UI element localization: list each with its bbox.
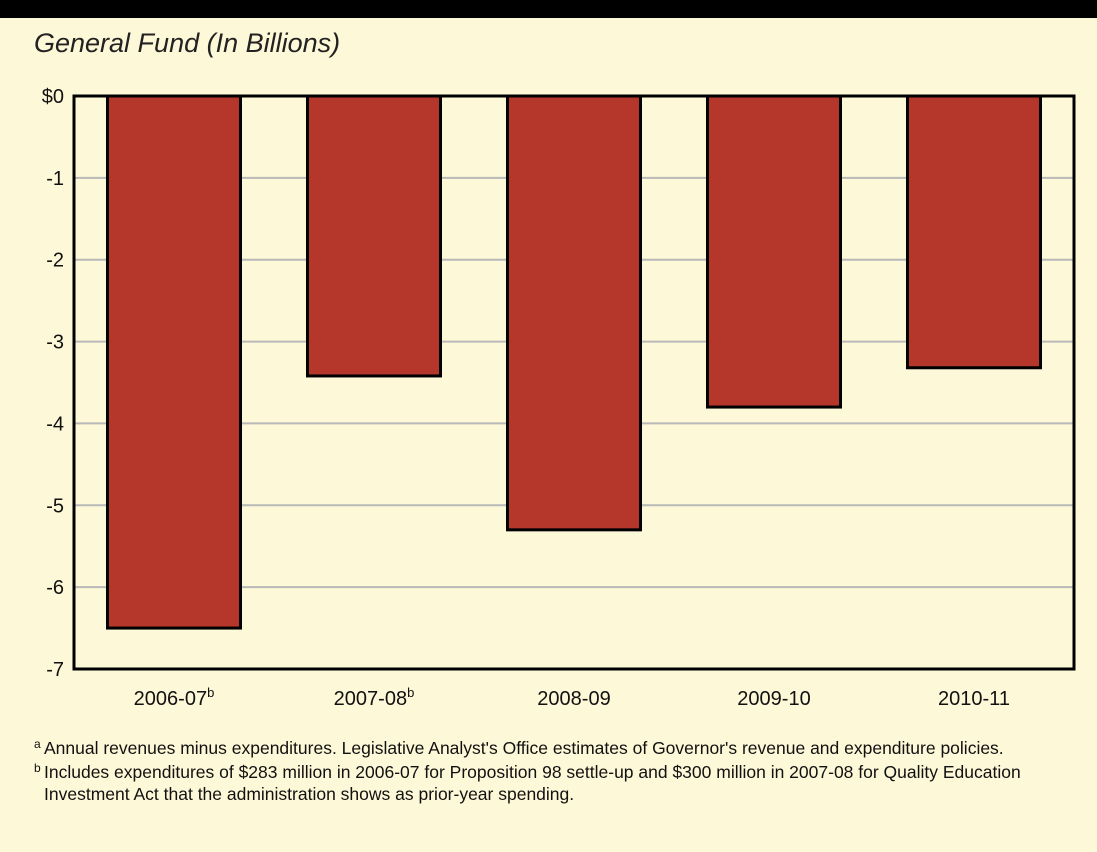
y-tick-label: -4 xyxy=(46,413,64,435)
top-rule xyxy=(0,0,1097,18)
bar xyxy=(106,94,242,630)
footnote-b-text: Includes expenditures of $283 million in… xyxy=(44,762,1021,804)
footnotes: a Annual revenues minus expenditures. Le… xyxy=(34,737,1084,807)
plot-frame xyxy=(72,94,1076,671)
x-tick-label: 2009-10 xyxy=(737,688,810,710)
y-tick-label: -5 xyxy=(46,495,64,517)
x-tick-superscript: b xyxy=(207,685,214,700)
y-tick-label: -3 xyxy=(46,332,64,354)
bar xyxy=(706,94,842,409)
y-tick-label: $0 xyxy=(42,86,64,108)
x-tick-label: 2008-09 xyxy=(537,688,610,710)
x-tick-label: 2006-07b xyxy=(134,685,215,710)
x-tick-label: 2007-08b xyxy=(334,685,415,710)
chart-title: General Fund (In Billions) xyxy=(34,28,341,58)
footnote-a-mark: a xyxy=(34,737,41,751)
x-tick-label: 2010-11 xyxy=(938,688,1010,710)
footnote-b: b Includes expenditures of $283 million … xyxy=(34,761,1084,805)
x-tick-superscript: b xyxy=(407,685,414,700)
footnote-a-text: Annual revenues minus expenditures. Legi… xyxy=(44,738,1004,758)
bar-chart: $0 -1 -2 -3 -4 -5 -6 -7 2006-07b 2007-08b 2008-09 2… xyxy=(42,86,1076,710)
y-tick-label: -6 xyxy=(46,577,64,599)
y-tick-label: -2 xyxy=(46,250,64,272)
bar xyxy=(906,94,1042,370)
bar xyxy=(306,94,442,378)
y-tick-label: -1 xyxy=(46,168,64,190)
bar xyxy=(506,94,642,532)
y-tick-label: -7 xyxy=(46,659,64,681)
footnote-b-mark: b xyxy=(34,761,41,775)
footnote-a: a Annual revenues minus expenditures. Le… xyxy=(34,737,1084,759)
